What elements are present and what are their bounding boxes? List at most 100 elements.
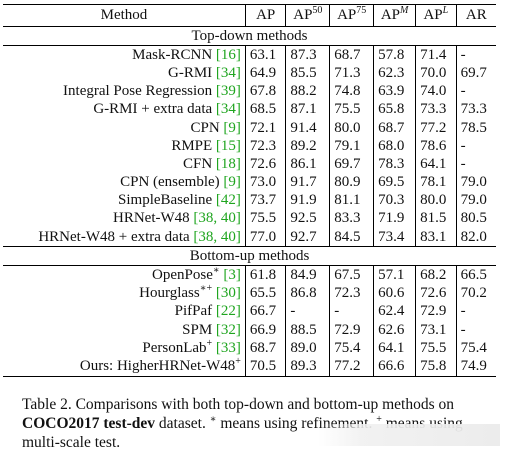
citation-link[interactable]: [39] — [215, 83, 241, 100]
method-cell: G-RMI + extra data [34] — [3, 100, 246, 119]
method-name: OpenPose — [152, 267, 213, 284]
value-ar: 80.5 — [460, 210, 487, 227]
value-apm: 62.4 — [373, 302, 417, 321]
method-name: CPN (ensemble) — [120, 174, 224, 191]
citation-link[interactable]: [22] — [215, 303, 241, 320]
citation-link[interactable]: [38, 40] — [193, 210, 241, 227]
value-apm: 62.6 — [373, 321, 417, 340]
header-apm-sup: M — [400, 5, 409, 16]
method-name: Mask-RCNN — [132, 46, 216, 63]
table-row: G-RMI + extra data [34] 68.5 87.1 75.5 65.8 7… — [3, 100, 496, 119]
value-apl: 72.6 — [415, 284, 457, 303]
value-ap: 65.5 — [245, 284, 287, 303]
value-ap: 63.1 — [245, 45, 287, 65]
value-ap50: 92.5 — [285, 209, 331, 229]
method-name: SimpleBaseline — [118, 192, 216, 209]
value-ap50: 86.8 — [285, 284, 331, 303]
value-ap75: 80.9 — [329, 173, 375, 192]
citation-link[interactable]: [33] — [212, 339, 241, 356]
header-ap50: AP50 — [285, 4, 331, 27]
method-name: PersonLab — [142, 339, 207, 356]
citation-link[interactable]: [38, 40] — [193, 228, 241, 245]
method-cell: SPM [32] — [3, 321, 246, 340]
method-cell: G-RMI [34] — [3, 64, 246, 83]
citation-link[interactable]: [18] — [215, 155, 241, 172]
value-ap50: - — [285, 302, 331, 321]
value-apl: 77.2 — [415, 118, 457, 138]
value-ap: 73.0 — [245, 173, 287, 192]
value-ap75: - — [329, 302, 375, 321]
value-ap75: 71.3 — [329, 64, 375, 83]
method-cell: Ours: HigherHRNet-W48+ — [3, 356, 246, 377]
value-ar: 75.4 — [460, 339, 487, 356]
value-ap50: 87.1 — [285, 100, 331, 119]
value-ap75: 79.1 — [329, 137, 375, 156]
value-apm: 57.1 — [373, 265, 417, 285]
value-ar: - — [460, 46, 466, 63]
method-cell: PersonLab+ [33] — [3, 338, 246, 358]
header-ap50-sup: 50 — [312, 5, 323, 16]
header-ap75: AP75 — [329, 4, 375, 27]
value-apl: 73.3 — [415, 100, 457, 119]
value-ar: 73.3 — [460, 101, 487, 118]
value-ar: 70.2 — [460, 285, 487, 302]
citation-link[interactable]: [32] — [215, 321, 241, 338]
section-title: Top-down methods — [3, 26, 496, 47]
method-cell: CPN [9] — [3, 118, 246, 138]
citation-link[interactable]: [15] — [215, 137, 241, 154]
value-ap50: 87.3 — [285, 45, 331, 65]
value-ap50: 86.1 — [285, 155, 331, 174]
value-ap75: 67.5 — [329, 265, 375, 285]
citation-link[interactable]: [42] — [215, 192, 241, 209]
method-cell: PifPaf [22] — [3, 302, 246, 321]
method-cell: RMPE [15] — [3, 137, 246, 156]
value-ap75: 80.0 — [329, 118, 375, 138]
value-ap50: 88.5 — [285, 321, 331, 340]
header-ap75-sup: 75 — [356, 5, 367, 16]
header-ap50-text: AP — [293, 7, 313, 23]
method-name: PifPaf — [174, 303, 216, 320]
method-name: SPM — [182, 321, 216, 338]
citation-link[interactable]: [34] — [215, 64, 241, 81]
citation-link[interactable]: [34] — [215, 101, 241, 118]
method-marker: ∗+ — [199, 283, 213, 295]
value-ap50: 89.2 — [285, 137, 331, 156]
header-method: Method — [3, 4, 246, 27]
value-ar: 69.7 — [460, 64, 487, 81]
value-ap75: 81.1 — [329, 191, 375, 210]
header-ap75-text: AP — [337, 7, 357, 23]
value-ap50: 91.7 — [285, 173, 331, 192]
method-cell: Mask-RCNN [16] — [3, 45, 246, 65]
results-table: Method AP AP50 AP75 APM APL AR Top-down … — [3, 4, 496, 377]
citation-link[interactable]: [16] — [215, 46, 241, 63]
citation-link[interactable]: [30] — [212, 285, 241, 302]
value-apm: 70.3 — [373, 191, 417, 210]
table-row: CPN (ensemble) [9] 73.0 91.7 80.9 69.5 78.1 79… — [3, 173, 496, 192]
value-apl: 71.4 — [415, 45, 457, 65]
caption-part1: Table 2. Comparisons with both top-down … — [22, 396, 455, 413]
value-ar: 79.0 — [460, 174, 487, 191]
caption-sup-multiscale: + — [376, 414, 382, 425]
section-title: Bottom-up methods — [3, 246, 496, 267]
value-apl: 78.6 — [415, 137, 457, 156]
value-apm: 78.3 — [373, 155, 417, 174]
value-ap75: 68.7 — [329, 45, 375, 65]
citation-link[interactable]: [9] — [223, 174, 241, 191]
table-row: Hourglass∗+ [30] 65.5 86.8 72.3 60.6 72.6 70.2 — [3, 283, 496, 303]
method-name: HRNet-W48 + extra data — [38, 228, 194, 245]
watermark-overlay — [318, 424, 500, 446]
table-row: CFN [18] 72.6 86.1 69.7 78.3 64.1- — [3, 155, 496, 174]
value-apl: 70.0 — [415, 64, 457, 83]
value-apl: 73.1 — [415, 321, 457, 340]
caption-dataset-name: COCO2017 test-dev — [22, 415, 156, 432]
table-row: SimpleBaseline [42] 73.7 91.9 81.1 70.3 80.0 7… — [3, 191, 496, 210]
citation-link[interactable]: [9] — [223, 119, 241, 136]
header-apm-text: AP — [380, 7, 401, 23]
citation-link[interactable]: [3] — [219, 267, 241, 284]
table-row: Ours: HigherHRNet-W48+ 70.5 89.3 77.2 66.6 75… — [3, 356, 496, 377]
method-cell: HRNet-W48 + extra data [38, 40] — [3, 228, 246, 247]
value-apm: 65.8 — [373, 100, 417, 119]
value-ar: - — [460, 155, 466, 172]
value-ap: 68.5 — [245, 100, 287, 119]
